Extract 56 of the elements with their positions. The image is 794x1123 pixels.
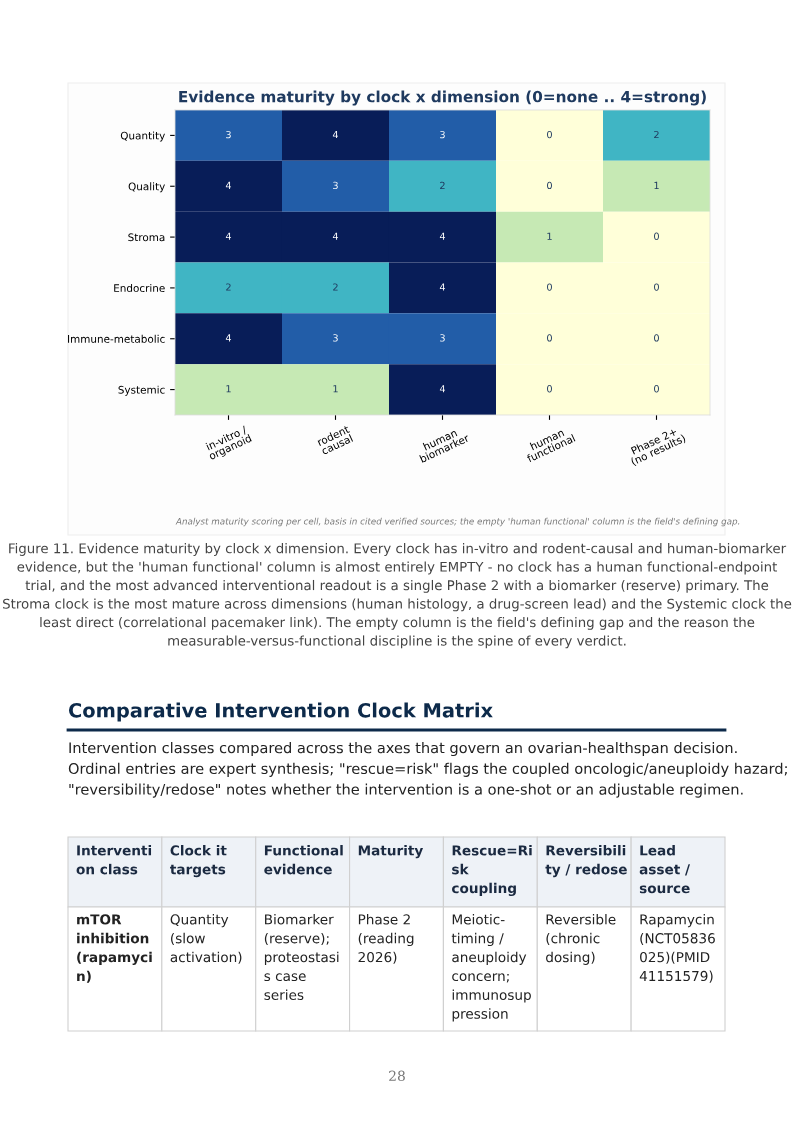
category-label: Maturity xyxy=(358,845,424,859)
data-label: 4 xyxy=(225,232,232,240)
data-label: 4 xyxy=(332,232,339,240)
text: Biomarker (reserve); proteostasi s case series xyxy=(264,914,339,1000)
data-label: 4 xyxy=(225,334,232,342)
caption: Figure 11. Evidence maturity by clock x dimension. Every clock has in-vitro and rodent-causal and human-biomarker evidence, but the 'human functional' column is almost entirely EMPTY - no clock has a human functional-endpoint trial, and the most advanced interventional readout is a single Phase 2 with a biomarker (reserve) primary. The Stroma clock is the most mature across dimensions (human histology, a drug-screen lead) and the Systemic clock the least direct (correlational pacemaker link). The empty column is the field's defining gap and the reason the measurable-versus-functional discipline is the spine of every verdict. xyxy=(3,543,792,649)
data-label: 0 xyxy=(547,181,552,190)
category-label: Interventi on class xyxy=(76,845,152,875)
y-tick-label: Systemic xyxy=(118,385,165,396)
data-label: 3 xyxy=(333,181,338,190)
text: Phase 2 (reading 2026) xyxy=(358,914,414,964)
y-tick-label: Immune-metabolic xyxy=(68,334,165,343)
chart-title: Evidence maturity by clock x dimension (0=none .. 4=strong) xyxy=(179,90,706,106)
data-label: 0 xyxy=(654,232,659,240)
data-label: 4 xyxy=(439,385,446,393)
data-label: 1 xyxy=(226,385,231,393)
y-tick-label: Stroma xyxy=(128,233,165,242)
data-label: 3 xyxy=(440,130,445,139)
data-label: 0 xyxy=(547,283,552,291)
y-tick-label: Quality xyxy=(128,182,165,193)
data-label: 0 xyxy=(547,334,552,342)
text: Comparative Intervention Clock Matrix xyxy=(68,702,493,722)
data-label: 4 xyxy=(439,232,446,240)
text: Meiotic- timing / aneuploidy concern; immunosup pression xyxy=(451,914,531,1022)
text: Reversible (chronic dosing) xyxy=(546,914,616,965)
data-label: 0 xyxy=(547,130,552,139)
data-label: 0 xyxy=(547,385,552,393)
y-tick-label: Endocrine xyxy=(114,283,165,293)
data-label: 1 xyxy=(333,385,338,393)
text: Rapamycin (NCT05836 025)(PMID 41151579) xyxy=(639,914,715,983)
data-label: 3 xyxy=(333,334,338,342)
text: Analyst maturity scoring per cell, basis in cited verified sources; the empty 'human functional' column is the field's defining gap. xyxy=(175,517,740,527)
data-label: 2 xyxy=(333,283,338,291)
data-label: 4 xyxy=(439,283,446,291)
data-label: 3 xyxy=(440,334,445,342)
text: Quantity (slow activation) xyxy=(170,914,242,964)
data-label: 2 xyxy=(226,283,231,291)
data-label: 0 xyxy=(654,334,659,342)
data-label: 2 xyxy=(654,130,659,139)
category-label: Reversibili ty / redose xyxy=(545,845,627,878)
data-label: 1 xyxy=(547,232,552,240)
category-label: Clock it targets xyxy=(170,845,227,878)
data-label: 1 xyxy=(654,181,659,189)
text: Intervention classes compared across the axes that govern an ovarian-healthspan decision. Ordinal entries are expert synthesis; "rescue=risk" flags the coupled oncologic/aneuploidy hazard; "reversibility/redose" notes whether the intervention is a one-shot or an adjustable regimen. xyxy=(68,742,787,798)
data-label: 0 xyxy=(654,283,659,291)
data-label: 2 xyxy=(440,181,445,189)
data-label: 3 xyxy=(226,130,231,139)
category-label: Lead asset / source xyxy=(639,845,690,894)
data-label: 4 xyxy=(332,131,339,139)
category-label: Functional evidence xyxy=(264,845,343,875)
data-label: 0 xyxy=(654,385,659,393)
text: mTOR inhibition (rapamyci n) xyxy=(77,914,152,983)
data-label: 4 xyxy=(225,181,232,189)
category-label: Rescue=Ri sk coupling xyxy=(452,845,532,896)
y-tick-label: Quantity xyxy=(120,131,165,142)
text: 28 xyxy=(389,1070,405,1082)
